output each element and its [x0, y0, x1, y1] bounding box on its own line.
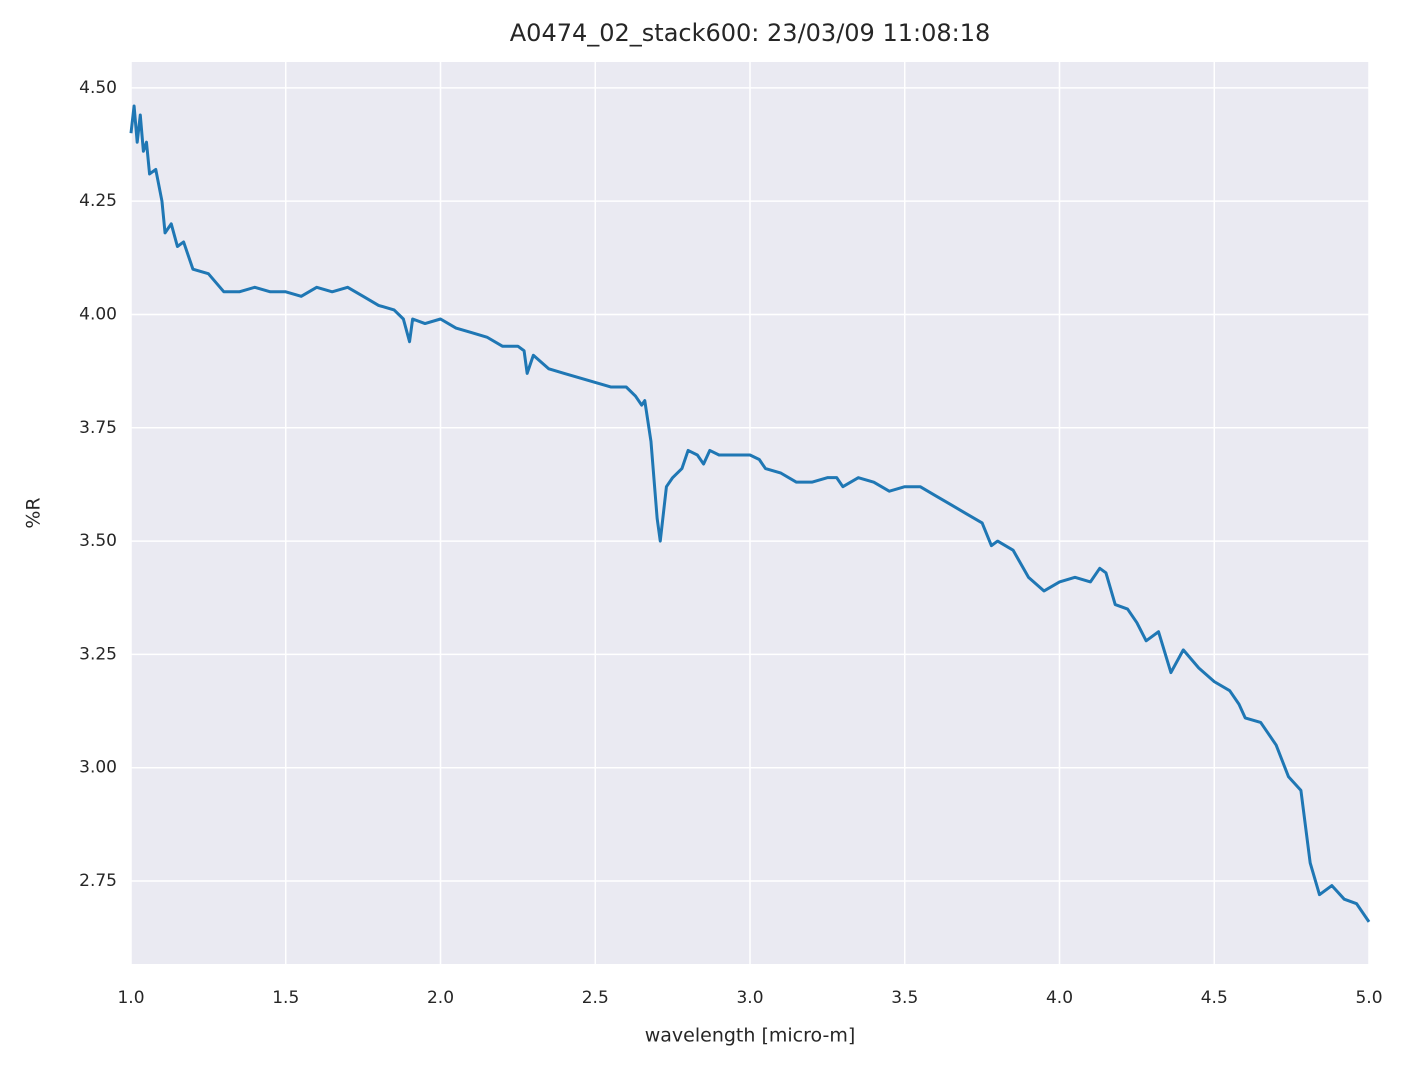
- x-tick-label: 3.0: [736, 988, 763, 1008]
- y-tick-label: 3.25: [79, 644, 117, 664]
- chart-title: A0474_02_stack600: 23/03/09 11:08:18: [510, 19, 990, 47]
- x-tick-label: 5.0: [1355, 988, 1382, 1008]
- x-axis-label: wavelength [micro-m]: [645, 1025, 856, 1047]
- x-tick-label: 1.0: [117, 988, 144, 1008]
- y-tick-label: 2.75: [79, 871, 117, 891]
- y-tick-label: 3.50: [79, 531, 117, 551]
- y-tick-label: 4.25: [79, 191, 117, 211]
- x-tick-label: 4.0: [1046, 988, 1073, 1008]
- x-tick-label: 2.0: [427, 988, 454, 1008]
- y-tick-label: 4.50: [79, 78, 117, 98]
- data-line: [129, 104, 1371, 923]
- x-tick-label: 4.5: [1201, 988, 1228, 1008]
- y-axis-label: %R: [23, 497, 45, 528]
- y-tick-label: 4.00: [79, 304, 117, 324]
- y-tick-label: 3.00: [79, 758, 117, 778]
- x-tick-label: 3.5: [891, 988, 918, 1008]
- y-tick-label: 3.75: [79, 418, 117, 438]
- x-tick-label: 2.5: [582, 988, 609, 1008]
- x-tick-label: 1.5: [272, 988, 299, 1008]
